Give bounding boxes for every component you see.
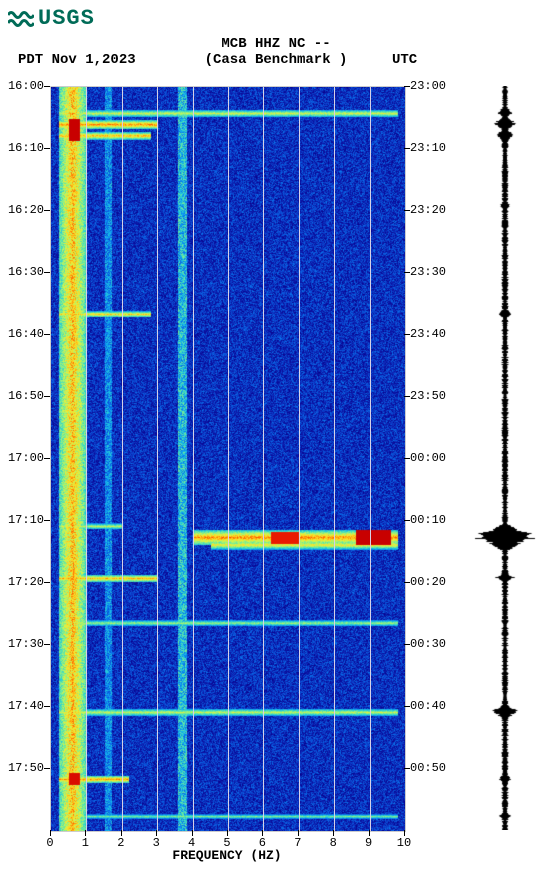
- y-right-tick: 23:50: [410, 389, 446, 403]
- gridline: [193, 87, 194, 831]
- y-left-tick: 16:20: [8, 203, 44, 217]
- gridline: [122, 87, 123, 831]
- date-label: PDT Nov 1,2023: [18, 52, 136, 68]
- y-right-tick: 00:30: [410, 637, 446, 651]
- y-right-tick: 23:20: [410, 203, 446, 217]
- wave-icon: [8, 8, 34, 30]
- waveform-canvas: [470, 86, 540, 830]
- y-right-tick: 23:40: [410, 327, 446, 341]
- gridline: [370, 87, 371, 831]
- y-right-tick: 00:50: [410, 761, 446, 775]
- y-left-tick: 17:30: [8, 637, 44, 651]
- y-left-tick: 17:10: [8, 513, 44, 527]
- y-right-tick: 00:40: [410, 699, 446, 713]
- gridline: [86, 87, 87, 831]
- y-axis-left: 16:0016:1016:2016:3016:4016:5017:0017:10…: [0, 86, 50, 830]
- waveform-panel: [470, 86, 540, 830]
- utc-label: UTC: [392, 52, 417, 68]
- gridline: [263, 87, 264, 831]
- logo-text: USGS: [38, 6, 95, 31]
- y-right-tick: 23:00: [410, 79, 446, 93]
- spectrogram-page: { "logo": { "text": "USGS", "color": "#0…: [0, 0, 552, 892]
- y-left-tick: 17:40: [8, 699, 44, 713]
- y-left-tick: 17:50: [8, 761, 44, 775]
- station-title: MCB HHZ NC --: [0, 36, 552, 52]
- y-right-tick: 00:10: [410, 513, 446, 527]
- y-right-tick: 00:20: [410, 575, 446, 589]
- y-left-tick: 16:10: [8, 141, 44, 155]
- y-left-tick: 16:40: [8, 327, 44, 341]
- usgs-logo: USGS: [8, 6, 95, 31]
- y-right-tick: 23:30: [410, 265, 446, 279]
- gridline: [299, 87, 300, 831]
- gridline: [334, 87, 335, 831]
- y-left-tick: 17:00: [8, 451, 44, 465]
- y-right-tick: 00:00: [410, 451, 446, 465]
- spectrogram-plot: [50, 86, 406, 832]
- gridline: [157, 87, 158, 831]
- y-left-tick: 16:30: [8, 265, 44, 279]
- gridline: [228, 87, 229, 831]
- y-left-tick: 17:20: [8, 575, 44, 589]
- y-right-tick: 23:10: [410, 141, 446, 155]
- y-left-tick: 16:50: [8, 389, 44, 403]
- y-axis-right: 23:0023:1023:2023:3023:4023:5000:0000:10…: [404, 86, 454, 830]
- x-axis-label: FREQUENCY (HZ): [50, 848, 404, 863]
- y-left-tick: 16:00: [8, 79, 44, 93]
